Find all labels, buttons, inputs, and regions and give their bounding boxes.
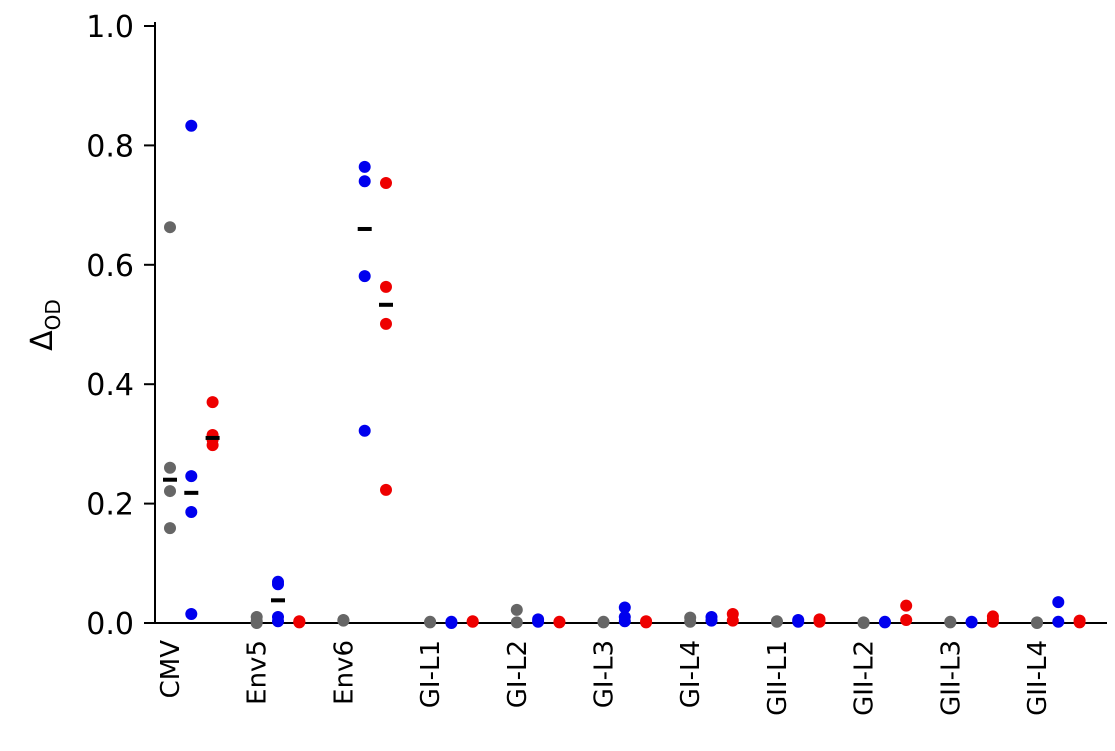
x-tick-label: Env6 [329, 640, 359, 705]
data-point [358, 270, 371, 283]
x-tick-label: GI-L1 [416, 640, 446, 708]
data-point [986, 615, 999, 628]
data-point [380, 317, 392, 330]
data-point [1052, 596, 1065, 609]
x-tick-label: Env5 [243, 640, 273, 705]
mean-marker [271, 598, 285, 603]
x-tick-label: GI-L4 [676, 640, 706, 708]
y-axis-label-main: Δ [25, 330, 60, 351]
data-point [900, 599, 913, 612]
data-point [380, 280, 392, 293]
y-axis-label: ΔOD [25, 299, 65, 351]
data-point [1052, 615, 1065, 628]
data-point [272, 615, 284, 628]
data-point [684, 615, 697, 628]
y-tick-label: 0.4 [86, 368, 134, 403]
data-point [878, 616, 891, 629]
y-tick-label: 0.2 [86, 488, 134, 523]
data-point [618, 615, 631, 628]
data-point [206, 439, 219, 452]
data-point [206, 396, 219, 409]
data-point [164, 461, 176, 474]
data-point [272, 578, 284, 591]
data-point [185, 470, 198, 483]
x-tick-label: GII-L2 [850, 640, 880, 716]
data-point [944, 616, 957, 629]
data-point [640, 616, 653, 629]
data-point [424, 616, 437, 629]
data-point [532, 615, 545, 628]
data-point [380, 483, 392, 496]
mean-marker [357, 226, 372, 231]
x-tick-label: CMV [156, 640, 186, 699]
x-tick-label: GII-L3 [936, 640, 966, 716]
mean-marker [205, 435, 220, 440]
data-point [358, 175, 371, 188]
data-point [185, 505, 198, 518]
data-point [1073, 616, 1086, 629]
data-point [1031, 617, 1043, 629]
data-point [510, 603, 523, 616]
data-point [597, 616, 610, 629]
y-tick-label: 1.0 [86, 10, 134, 45]
y-tick-label: 0.6 [86, 249, 134, 284]
x-tick-label: GII-L1 [763, 640, 793, 716]
data-point [466, 615, 479, 628]
y-axis-label-sub: OD [41, 299, 65, 330]
data-point [164, 485, 176, 498]
data-point [164, 221, 176, 234]
data-point [250, 617, 263, 629]
mean-marker [163, 477, 177, 482]
data-point [813, 615, 826, 628]
data-point [358, 424, 371, 437]
data-point [705, 614, 718, 627]
data-point [164, 522, 176, 535]
data-point [965, 616, 978, 629]
mean-marker [184, 490, 199, 495]
data-point [510, 616, 523, 629]
data-point [185, 119, 198, 132]
data-point [337, 614, 350, 627]
y-tick-label: 0.8 [86, 129, 134, 164]
data-point [445, 617, 458, 629]
x-tick-label: GI-L3 [590, 640, 620, 708]
data-point [293, 616, 306, 629]
x-tick-label: GII-L4 [1023, 640, 1053, 716]
data-point [618, 601, 631, 614]
data-point [900, 614, 913, 627]
data-point [358, 160, 371, 173]
data-point [770, 615, 783, 628]
data-point [726, 614, 739, 627]
y-tick-label: 0.0 [86, 607, 134, 642]
data-point [857, 617, 870, 629]
mean-marker [379, 302, 393, 307]
data-point [185, 608, 198, 621]
data-point [553, 616, 566, 629]
x-tick-label: GI-L2 [503, 640, 533, 708]
data-point [380, 177, 392, 190]
data-point [792, 615, 805, 628]
